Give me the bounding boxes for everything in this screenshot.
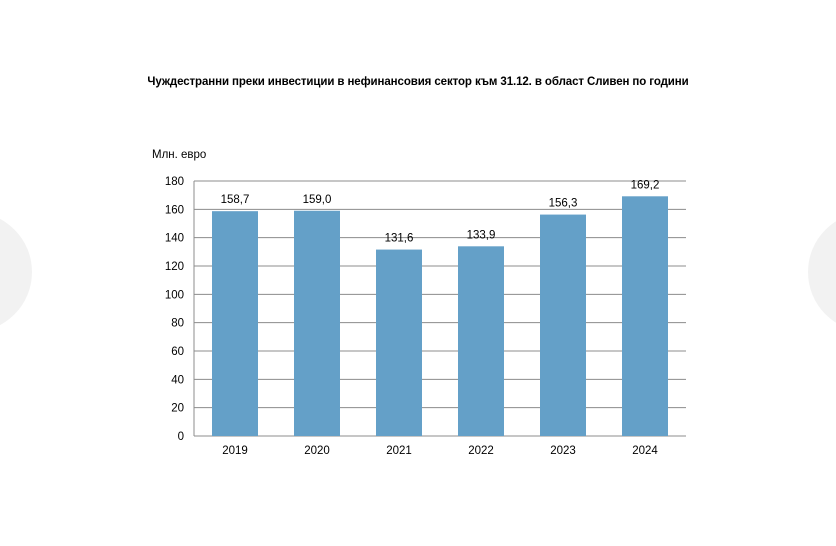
- x-tick-label: 2023: [550, 445, 576, 457]
- bar: [540, 214, 586, 436]
- y-axis-unit-label: Млн. евро: [152, 149, 207, 161]
- x-tick-label: 2021: [386, 445, 412, 457]
- x-tick-label: 2022: [468, 445, 494, 457]
- y-tick-label: 140: [165, 233, 184, 245]
- y-tick-label: 80: [171, 318, 184, 330]
- bar: [294, 210, 340, 436]
- y-tick-label: 180: [165, 176, 184, 188]
- y-tick-label: 160: [165, 204, 184, 216]
- data-label: 159,0: [303, 194, 332, 206]
- data-label: 131,6: [385, 233, 414, 245]
- y-tick-label: 60: [171, 346, 184, 358]
- data-label: 133,9: [467, 229, 496, 241]
- y-tick-label: 100: [165, 289, 184, 301]
- x-tick-label: 2019: [222, 445, 248, 457]
- bar: [458, 246, 504, 436]
- bar: [212, 211, 258, 436]
- x-tick-label: 2020: [304, 445, 330, 457]
- y-tick-label: 40: [171, 374, 184, 386]
- x-tick-label: 2024: [632, 445, 658, 457]
- data-label: 158,7: [221, 194, 250, 206]
- bar: [376, 249, 422, 436]
- y-tick-label: 20: [171, 403, 184, 415]
- chart-title: Чуждестранни преки инвестиции в нефинанс…: [147, 76, 689, 88]
- y-tick-label: 0: [178, 431, 184, 443]
- data-label: 156,3: [549, 198, 578, 210]
- data-label: 169,2: [631, 179, 660, 191]
- y-tick-label: 120: [165, 261, 184, 273]
- bar: [622, 196, 668, 436]
